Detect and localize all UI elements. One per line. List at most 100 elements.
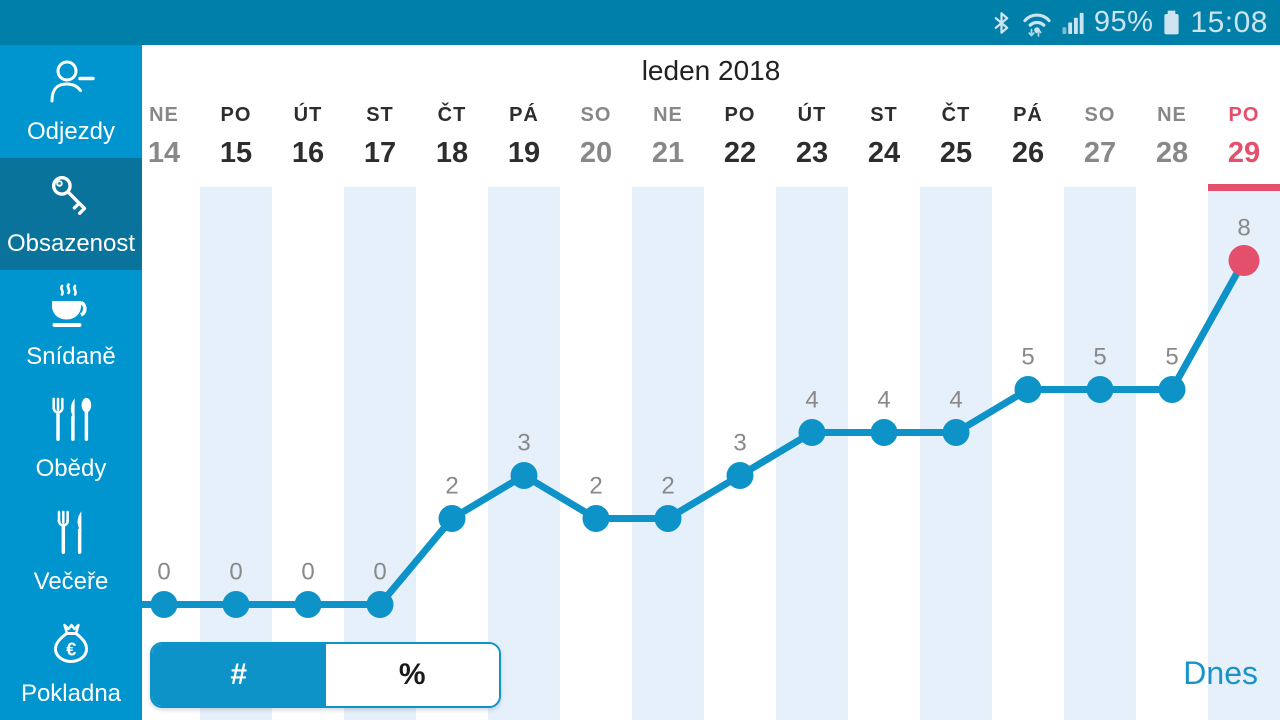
today-button[interactable]: Dnes xyxy=(1183,655,1258,691)
toggle-percent-button[interactable]: % xyxy=(325,644,499,706)
main-content: leden 2018 NE 14 PO 15 ÚT 16 ST 17 ČT 18 PÁ 19 SO 20 N… xyxy=(142,45,1280,720)
day-number-label[interactable]: 16 xyxy=(292,137,324,169)
sidebar-item-label: Odjezdy xyxy=(26,117,116,145)
day-number-label[interactable]: 28 xyxy=(1156,137,1188,169)
data-point[interactable] xyxy=(942,419,970,446)
data-point-value-label: 0 xyxy=(229,559,242,586)
data-point-value-label: 0 xyxy=(373,559,386,586)
day-weekday-label[interactable]: SO xyxy=(581,104,612,126)
data-point-value-label: 4 xyxy=(877,387,890,414)
key-icon xyxy=(46,169,96,221)
coffee-cup-icon xyxy=(45,282,97,334)
data-point[interactable] xyxy=(870,419,898,446)
sidebar: Odjezdy Obsazenost Snídaně Obědy Večeře € Pokl… xyxy=(0,45,142,720)
data-point[interactable] xyxy=(366,591,394,618)
sidebar-item-odjezdy[interactable]: Odjezdy xyxy=(0,45,142,158)
sidebar-item-label: Obsazenost xyxy=(6,230,136,258)
data-point[interactable] xyxy=(582,505,610,532)
day-weekday-label[interactable]: SO xyxy=(1085,104,1116,126)
data-point-value-label: 5 xyxy=(1021,344,1034,371)
data-point[interactable] xyxy=(150,591,178,618)
day-number-label[interactable]: 14 xyxy=(148,137,180,169)
day-weekday-label[interactable]: PO xyxy=(725,104,756,126)
sidebar-item-vecere[interactable]: Večeře xyxy=(0,495,142,608)
person-departure-icon xyxy=(45,57,97,109)
day-weekday-label[interactable]: ST xyxy=(870,104,898,126)
data-point[interactable] xyxy=(726,462,754,489)
data-point[interactable] xyxy=(1014,376,1042,403)
day-weekday-label[interactable]: NE xyxy=(1157,104,1187,126)
column-band xyxy=(920,187,992,720)
sidebar-item-obsazenost[interactable]: Obsazenost xyxy=(0,157,142,270)
data-point-value-label: 2 xyxy=(589,473,602,500)
day-weekday-label[interactable]: ST xyxy=(366,104,394,126)
cutlery-icon xyxy=(46,394,96,446)
day-weekday-label[interactable]: PÁ xyxy=(1013,103,1043,126)
data-point[interactable] xyxy=(1158,376,1186,403)
column-band xyxy=(488,187,560,720)
day-weekday-label[interactable]: PO xyxy=(221,104,252,126)
data-point-value-label: 2 xyxy=(661,473,674,500)
day-number-label[interactable]: 27 xyxy=(1084,137,1116,169)
data-point[interactable] xyxy=(222,591,250,618)
toggle-count-button[interactable]: # xyxy=(152,644,326,706)
data-point[interactable] xyxy=(510,462,538,489)
data-point-value-label: 4 xyxy=(805,387,818,414)
day-weekday-label[interactable]: ÚT xyxy=(294,102,323,126)
day-weekday-label[interactable]: ČT xyxy=(942,102,971,126)
day-number-label[interactable]: 15 xyxy=(220,137,252,169)
day-weekday-label[interactable]: PO xyxy=(1229,104,1260,126)
data-point[interactable] xyxy=(1086,376,1114,403)
day-number-label[interactable]: 22 xyxy=(724,137,756,169)
column-band xyxy=(344,187,416,720)
day-number-label[interactable]: 21 xyxy=(652,137,684,169)
clock: 15:08 xyxy=(1190,5,1268,39)
battery-percent: 95% xyxy=(1093,6,1154,38)
day-number-label[interactable]: 26 xyxy=(1012,137,1044,169)
day-weekday-label[interactable]: NE xyxy=(149,104,179,126)
bluetooth-icon xyxy=(991,10,1012,36)
day-number-label[interactable]: 29 xyxy=(1228,137,1260,169)
unit-toggle[interactable]: # % xyxy=(150,642,501,708)
occupancy-chart: NE14PO15ÚT16ST17ČT18PÁ19SO20NE21PO22ÚT23… xyxy=(142,102,1280,720)
data-point-value-label: 3 xyxy=(733,430,746,457)
day-number-label[interactable]: 24 xyxy=(868,137,900,169)
data-point[interactable] xyxy=(798,419,826,446)
sidebar-item-snidane[interactable]: Snídaně xyxy=(0,270,142,383)
month-title: leden 2018 xyxy=(641,55,781,86)
day-number-label[interactable]: 17 xyxy=(364,137,396,169)
sidebar-item-label: Pokladna xyxy=(20,680,122,708)
column-band xyxy=(776,187,848,720)
data-point[interactable] xyxy=(654,505,682,532)
day-weekday-label[interactable]: PÁ xyxy=(509,103,539,126)
sidebar-item-pokladna[interactable]: € Pokladna xyxy=(0,608,142,720)
day-number-label[interactable]: 20 xyxy=(580,137,612,169)
sidebar-item-obedy[interactable]: Obědy xyxy=(0,383,142,496)
day-weekday-label[interactable]: NE xyxy=(653,104,683,126)
column-band xyxy=(200,187,272,720)
signal-icon xyxy=(1062,9,1085,36)
svg-text:€: € xyxy=(66,640,76,660)
column-band xyxy=(1064,187,1136,720)
status-bar: 95% 15:08 xyxy=(0,0,1280,45)
day-weekday-label[interactable]: ČT xyxy=(438,102,467,126)
day-number-label[interactable]: 25 xyxy=(940,137,972,169)
data-point-value-label: 3 xyxy=(517,430,530,457)
wifi-icon xyxy=(1021,9,1053,37)
data-point-today[interactable] xyxy=(1228,245,1260,276)
sidebar-item-label: Snídaně xyxy=(26,342,116,370)
money-bag-icon: € xyxy=(45,619,97,671)
data-point-value-label: 5 xyxy=(1093,344,1106,371)
column-band xyxy=(632,187,704,720)
data-point-value-label: 5 xyxy=(1165,344,1178,371)
today-underline xyxy=(1208,184,1280,191)
day-weekday-label[interactable]: ÚT xyxy=(798,102,827,126)
data-point-value-label: 4 xyxy=(949,387,962,414)
day-number-label[interactable]: 18 xyxy=(436,137,468,169)
data-point-value-label: 2 xyxy=(445,473,458,500)
day-number-label[interactable]: 19 xyxy=(508,137,540,169)
data-point[interactable] xyxy=(438,505,466,532)
day-number-label[interactable]: 23 xyxy=(796,137,828,169)
data-point[interactable] xyxy=(294,591,322,618)
